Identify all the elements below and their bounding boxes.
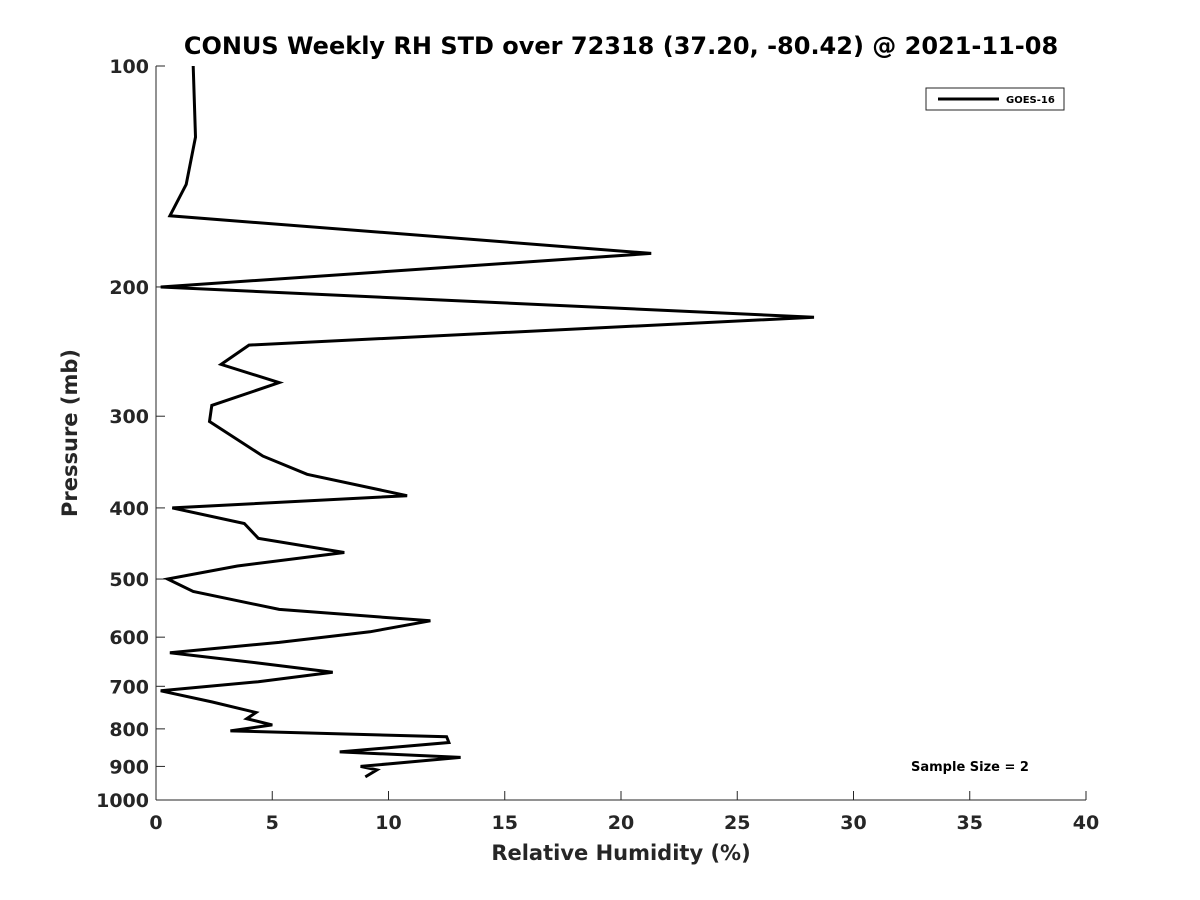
series-line-goes-16 — [160, 65, 815, 779]
y-tick-label: 1000 — [96, 790, 149, 812]
plot-area — [156, 66, 1086, 800]
y-tick-label: 400 — [109, 498, 149, 520]
sample-size-annotation: Sample Size = 2 — [911, 760, 1029, 775]
x-tick-label: 20 — [608, 812, 634, 834]
x-tick-label: 15 — [492, 812, 518, 834]
y-tick-label: 100 — [109, 56, 149, 78]
x-tick-label: 5 — [266, 812, 279, 834]
x-tick-label: 25 — [724, 812, 750, 834]
y-tick-label: 800 — [109, 719, 149, 741]
y-tick-label: 500 — [109, 569, 149, 591]
legend-label-goes-16: GOES-16 — [1006, 95, 1055, 106]
y-tick-label: 900 — [109, 756, 149, 778]
y-tick-label: 700 — [109, 676, 149, 698]
x-tick-label: 0 — [149, 812, 162, 834]
y-axis-label: Pressure (mb) — [58, 349, 82, 517]
x-tick-label: 35 — [957, 812, 983, 834]
x-axis-label: Relative Humidity (%) — [491, 841, 750, 865]
y-tick-label: 200 — [109, 277, 149, 299]
legend: GOES-16 — [925, 87, 1065, 111]
y-tick-label: 300 — [109, 406, 149, 428]
x-tick-label: 40 — [1073, 812, 1099, 834]
chart-title: CONUS Weekly RH STD over 72318 (37.20, -… — [184, 32, 1058, 60]
x-tick-label: 30 — [840, 812, 866, 834]
y-tick-label: 600 — [109, 627, 149, 649]
x-tick-label: 10 — [375, 812, 401, 834]
y-axis-ticks: 100 200 300 400 500 600 700 800 900 1000 — [96, 56, 165, 812]
x-axis-ticks: 0 5 10 15 20 25 30 35 40 — [149, 791, 1099, 834]
